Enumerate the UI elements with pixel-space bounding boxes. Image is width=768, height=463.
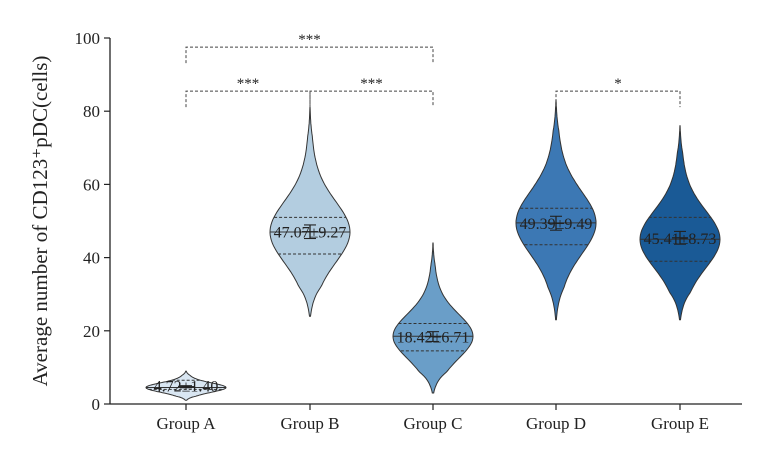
significance-bracket xyxy=(185,46,434,64)
significance-label: * xyxy=(614,76,622,92)
x-category-label: Group E xyxy=(651,414,709,433)
mean-sd-label: 4.72±1.40 xyxy=(154,379,219,396)
y-tick-label: 20 xyxy=(83,322,100,341)
significance-bracket xyxy=(309,90,434,108)
violin-group-c xyxy=(392,242,474,394)
y-ticks: 0 20 40 60 80 100 xyxy=(75,29,110,414)
significance-bracket xyxy=(185,90,311,108)
mean-sd-label: 47.07±9.27 xyxy=(274,225,347,242)
x-category-label: Group A xyxy=(156,414,216,433)
violin-group-d xyxy=(515,99,597,321)
mean-sd-label: 18.42±6.71 xyxy=(397,330,470,347)
mean-sd-label: 45.41±8.73 xyxy=(644,231,717,248)
axes-layer xyxy=(109,38,742,405)
y-tick-label: 0 xyxy=(92,395,101,414)
x-category-label: Group B xyxy=(280,414,339,433)
x-category-label: Group C xyxy=(403,414,462,433)
y-axis-title: Average number of CD123⁺pDC(cells) xyxy=(28,56,52,387)
mean-sd-label: 49.39±9.49 xyxy=(520,216,593,233)
significance-label: *** xyxy=(360,76,383,92)
x-category-labels: Group A Group B Group C Group D Group E xyxy=(156,404,709,433)
significance-brackets: ****** *** * xyxy=(185,32,681,108)
significance-label: *** xyxy=(237,76,260,92)
y-tick-label: 100 xyxy=(75,29,101,48)
y-tick-label: 80 xyxy=(83,102,100,121)
y-tick-label: 60 xyxy=(83,175,100,194)
significance-label: *** xyxy=(298,32,321,48)
violins-layer xyxy=(145,99,721,401)
data-labels: 4.72±1.40 47.07±9.27 18.42±6.71 49.39±9.49 4… xyxy=(154,216,717,395)
violin-group-e xyxy=(639,125,721,321)
x-category-label: Group D xyxy=(526,414,586,433)
significance-bracket xyxy=(555,90,681,108)
violin-group-b xyxy=(269,107,351,317)
y-tick-label: 40 xyxy=(83,249,100,268)
